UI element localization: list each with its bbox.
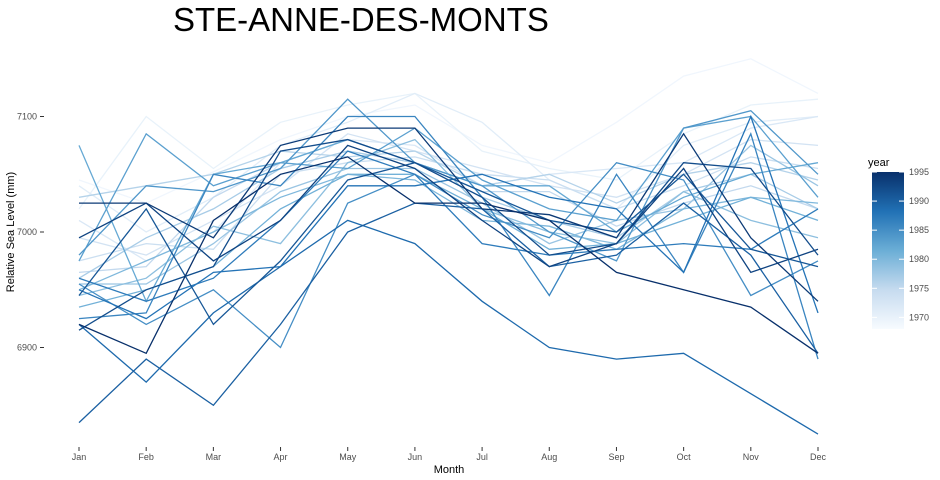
- x-tick-label: Apr: [274, 452, 288, 462]
- series-line-1985: [78, 161, 819, 349]
- y-axis-title: Relative Sea Level (mm): [5, 172, 17, 292]
- series-line-1984: [78, 98, 819, 262]
- chart-title: STE-ANNE-DES-MONTS: [173, 1, 549, 38]
- x-axis: Jan Feb Mar Apr May Jun Jul Aug Sep Oct Nov Dec: [72, 447, 827, 462]
- colorbar: [872, 172, 904, 329]
- series-line-1973: [78, 133, 819, 256]
- series-line-1989: [78, 219, 819, 435]
- legend-tick-label: 1985: [909, 225, 929, 235]
- y-tick-label: 7000: [17, 227, 37, 237]
- legend-tick-label: 1995: [909, 167, 929, 177]
- x-tick-label: Jul: [476, 452, 488, 462]
- x-tick-label: Jun: [408, 452, 423, 462]
- x-tick-label: May: [339, 452, 357, 462]
- series-line-1986: [78, 115, 819, 360]
- y-tick-label: 7100: [17, 112, 37, 122]
- x-axis-title: Month: [434, 464, 465, 476]
- series-line-1970: [78, 92, 819, 210]
- legend-ticks: 1970 1975 1980 1985 1990 1995: [872, 167, 929, 322]
- series-line-1990: [78, 202, 819, 424]
- series-lines: [78, 58, 819, 435]
- legend-tick-label: 1975: [909, 283, 929, 293]
- series-line-1995: [78, 156, 819, 355]
- series-line-1987: [78, 150, 819, 302]
- x-tick-label: Feb: [138, 452, 154, 462]
- x-tick-label: Aug: [541, 452, 557, 462]
- series-line-1971: [78, 92, 819, 233]
- x-tick-label: Nov: [743, 452, 760, 462]
- series-line-1994: [79, 127, 819, 302]
- legend-title: year: [868, 157, 890, 169]
- legend-tick-label: 1980: [909, 254, 929, 264]
- series-line-1993: [78, 144, 819, 274]
- x-tick-label: Dec: [810, 452, 827, 462]
- x-tick-label: Oct: [677, 452, 692, 462]
- series-line-1980: [78, 173, 819, 291]
- series-line-1992: [78, 138, 819, 331]
- series-line-1983: [78, 115, 819, 262]
- y-tick-label: 6900: [17, 343, 37, 353]
- x-tick-label: Sep: [608, 452, 624, 462]
- series-line-1974: [78, 156, 819, 262]
- color-legend: year 1970 1975 1980 1985 1990 1995: [868, 157, 929, 329]
- x-tick-label: Mar: [206, 452, 222, 462]
- legend-tick-label: 1990: [909, 196, 929, 206]
- x-tick-label: Jan: [72, 452, 87, 462]
- y-axis: 6900 7000 7100: [17, 112, 44, 353]
- legend-tick-label: 1970: [909, 312, 929, 322]
- series-line-1969: [78, 58, 819, 204]
